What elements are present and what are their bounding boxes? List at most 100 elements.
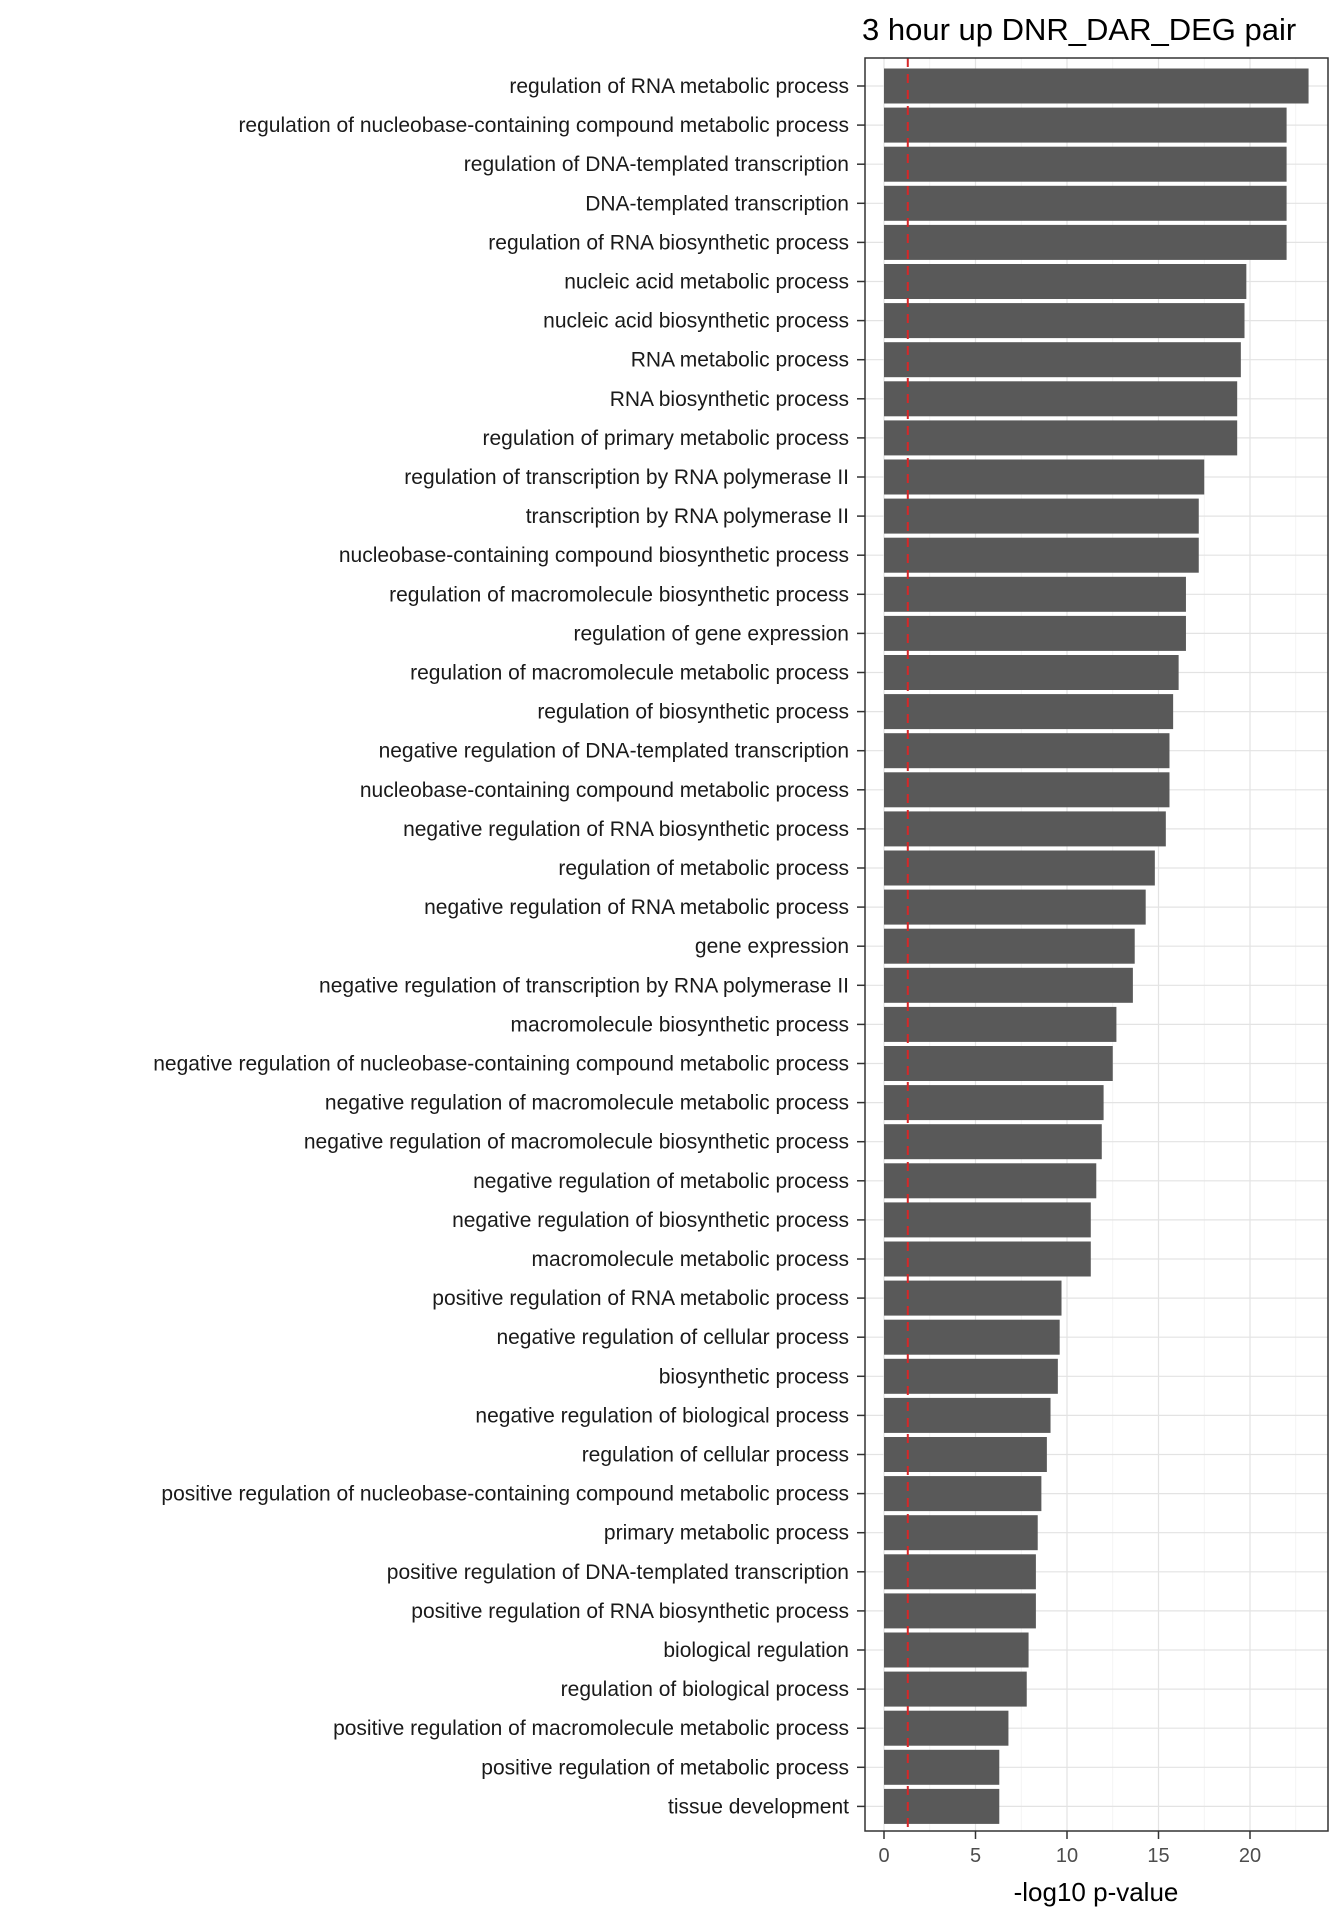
category-label: RNA biosynthetic process bbox=[610, 388, 849, 411]
bar bbox=[884, 1437, 1047, 1472]
bar bbox=[884, 1632, 1029, 1668]
x-tick-label: 15 bbox=[1147, 1845, 1169, 1867]
category-label: negative regulation of macromolecule bio… bbox=[304, 1131, 849, 1154]
bar bbox=[884, 146, 1287, 182]
category-label: RNA metabolic process bbox=[631, 349, 849, 372]
category-label: regulation of metabolic process bbox=[558, 857, 849, 880]
category-label: regulation of transcription by RNA polym… bbox=[404, 466, 849, 489]
category-label: transcription by RNA polymerase II bbox=[526, 505, 849, 528]
category-label: positive regulation of macromolecule met… bbox=[333, 1717, 849, 1740]
x-tick-label: 20 bbox=[1239, 1845, 1261, 1867]
x-tick-label: 5 bbox=[970, 1845, 981, 1867]
bar bbox=[884, 1124, 1102, 1160]
bar bbox=[884, 889, 1146, 925]
category-label: DNA-templated transcription bbox=[585, 192, 849, 215]
bar bbox=[884, 1397, 1051, 1433]
category-label: macromolecule metabolic process bbox=[532, 1248, 849, 1271]
category-label: macromolecule biosynthetic process bbox=[511, 1013, 849, 1036]
bar bbox=[884, 811, 1166, 847]
bar bbox=[884, 224, 1287, 260]
bar bbox=[884, 655, 1179, 690]
bar bbox=[884, 498, 1199, 534]
bar bbox=[884, 1788, 1000, 1824]
bars bbox=[884, 68, 1309, 1824]
bar bbox=[884, 1358, 1058, 1394]
bar bbox=[884, 1515, 1038, 1551]
bar bbox=[884, 185, 1287, 221]
category-label: positive regulation of RNA biosynthetic … bbox=[411, 1600, 849, 1623]
category-label: negative regulation of cellular process bbox=[496, 1326, 849, 1349]
bar bbox=[884, 967, 1133, 1003]
bar bbox=[884, 1593, 1036, 1629]
bar bbox=[884, 1202, 1091, 1238]
category-label: negative regulation of metabolic process bbox=[473, 1170, 849, 1193]
bar bbox=[884, 1163, 1097, 1199]
category-label: biosynthetic process bbox=[659, 1365, 849, 1388]
x-axis-label: -log10 p-value bbox=[1014, 1877, 1179, 1907]
category-label: negative regulation of macromolecule met… bbox=[325, 1092, 849, 1115]
bar bbox=[884, 1319, 1060, 1355]
bar bbox=[884, 1085, 1104, 1121]
category-label: primary metabolic process bbox=[604, 1522, 849, 1545]
category-label: nucleic acid metabolic process bbox=[564, 271, 849, 294]
bar bbox=[884, 1241, 1091, 1277]
bar bbox=[884, 459, 1205, 495]
category-label: negative regulation of DNA-templated tra… bbox=[379, 740, 849, 763]
bar bbox=[884, 615, 1186, 651]
bar bbox=[884, 1710, 1009, 1746]
bar bbox=[884, 68, 1309, 104]
category-label: positive regulation of nucleobase-contai… bbox=[161, 1483, 849, 1506]
bar bbox=[884, 1006, 1117, 1042]
bar bbox=[884, 772, 1170, 808]
category-label: nucleobase-containing compound biosynthe… bbox=[339, 544, 849, 567]
category-label: nucleic acid biosynthetic process bbox=[543, 310, 849, 333]
category-label: regulation of macromolecule metabolic pr… bbox=[410, 662, 849, 685]
bar bbox=[884, 1046, 1113, 1081]
category-label: positive regulation of RNA metabolic pro… bbox=[432, 1287, 849, 1310]
bar bbox=[884, 107, 1287, 143]
bar bbox=[884, 1476, 1042, 1512]
category-label: tissue development bbox=[668, 1795, 849, 1818]
x-tick-label: 10 bbox=[1056, 1845, 1078, 1867]
category-label: regulation of macromolecule biosynthetic… bbox=[389, 583, 849, 606]
category-label: regulation of primary metabolic process bbox=[483, 427, 850, 450]
category-label: negative regulation of RNA metabolic pro… bbox=[424, 896, 849, 919]
bar bbox=[884, 1280, 1062, 1316]
bar bbox=[884, 733, 1170, 769]
bar bbox=[884, 694, 1174, 730]
chart-title: 3 hour up DNR_DAR_DEG pair bbox=[862, 12, 1296, 47]
bar bbox=[884, 381, 1238, 417]
category-label: negative regulation of transcription by … bbox=[319, 974, 849, 997]
category-label: negative regulation of biosynthetic proc… bbox=[452, 1209, 849, 1232]
category-label: regulation of cellular process bbox=[582, 1444, 849, 1467]
bar bbox=[884, 928, 1135, 964]
bar bbox=[884, 420, 1238, 456]
category-label: regulation of gene expression bbox=[573, 622, 849, 645]
bar bbox=[884, 537, 1199, 573]
bar bbox=[884, 1749, 1000, 1785]
x-axis-ticks: 0 5 10 15 20 bbox=[878, 1831, 1261, 1867]
category-label: negative regulation of nucleobase-contai… bbox=[153, 1053, 849, 1076]
category-label: regulation of biosynthetic process bbox=[537, 701, 849, 724]
category-label: positive regulation of metabolic process bbox=[481, 1756, 849, 1779]
category-label: regulation of nucleobase-containing comp… bbox=[238, 114, 849, 137]
category-label: biological regulation bbox=[663, 1639, 849, 1662]
category-label: nucleobase-containing compound metabolic… bbox=[360, 779, 849, 802]
bar bbox=[884, 342, 1241, 378]
bar bbox=[884, 1671, 1027, 1707]
panel-border bbox=[864, 57, 1329, 1832]
category-label: regulation of DNA-templated transcriptio… bbox=[464, 153, 849, 176]
category-label: regulation of biological process bbox=[561, 1678, 849, 1701]
category-label: gene expression bbox=[695, 935, 849, 958]
bar bbox=[884, 264, 1247, 299]
bar bbox=[884, 850, 1155, 886]
category-label: negative regulation of biological proces… bbox=[475, 1404, 849, 1427]
category-label: regulation of RNA metabolic process bbox=[509, 75, 849, 98]
category-label: regulation of RNA biosynthetic process bbox=[488, 231, 849, 254]
category-label: positive regulation of DNA-templated tra… bbox=[387, 1561, 849, 1584]
category-label: negative regulation of RNA biosynthetic … bbox=[403, 818, 849, 841]
x-tick-label: 0 bbox=[878, 1845, 889, 1867]
category-labels: regulation of RNA metabolic process regul… bbox=[153, 75, 865, 1818]
bar bbox=[884, 303, 1245, 339]
